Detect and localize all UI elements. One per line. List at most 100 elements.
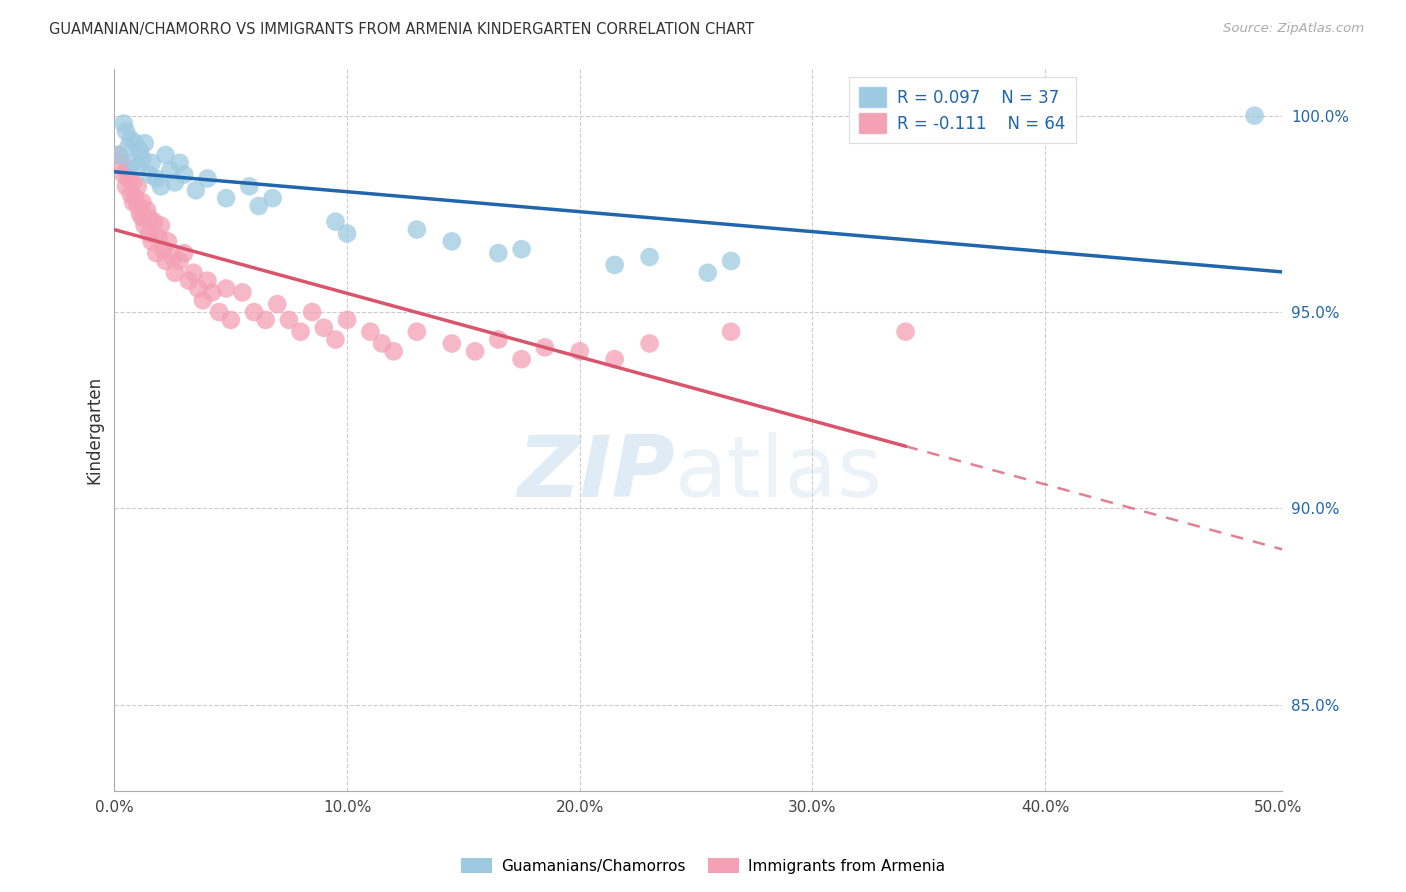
Point: [603, 258, 626, 272]
Point: [134, 136, 156, 150]
Point: [191, 293, 214, 308]
Point: [382, 344, 405, 359]
Point: [440, 336, 463, 351]
Point: [115, 163, 138, 178]
Point: [138, 227, 160, 241]
Point: [440, 235, 463, 249]
Point: [117, 171, 139, 186]
Point: [266, 297, 288, 311]
Point: [173, 168, 195, 182]
Point: [148, 230, 170, 244]
Point: [277, 313, 299, 327]
Text: ZIP: ZIP: [517, 432, 675, 515]
Point: [486, 246, 509, 260]
Point: [117, 140, 139, 154]
Point: [152, 242, 174, 256]
Point: [145, 246, 167, 260]
Point: [155, 254, 177, 268]
Point: [138, 211, 160, 225]
Point: [110, 155, 132, 169]
Text: atlas: atlas: [675, 432, 883, 515]
Point: [197, 171, 219, 186]
Point: [138, 168, 160, 182]
Point: [336, 313, 359, 327]
Point: [510, 242, 533, 256]
Point: [534, 340, 557, 354]
Point: [201, 285, 224, 300]
Point: [464, 344, 486, 359]
Point: [122, 176, 145, 190]
Point: [162, 250, 184, 264]
Legend: Guamanians/Chamorros, Immigrants from Armenia: Guamanians/Chamorros, Immigrants from Ar…: [456, 852, 950, 880]
Point: [486, 333, 509, 347]
Y-axis label: Kindergarten: Kindergarten: [86, 376, 103, 484]
Point: [108, 148, 131, 162]
Point: [155, 148, 177, 162]
Point: [336, 227, 359, 241]
Point: [129, 207, 152, 221]
Point: [127, 160, 149, 174]
Point: [145, 171, 167, 186]
Point: [208, 305, 231, 319]
Text: Source: ZipAtlas.com: Source: ZipAtlas.com: [1223, 22, 1364, 36]
Point: [115, 179, 138, 194]
Point: [187, 281, 209, 295]
Point: [510, 352, 533, 367]
Point: [159, 163, 181, 178]
Point: [112, 168, 135, 182]
Point: [149, 219, 172, 233]
Point: [141, 235, 163, 249]
Point: [127, 199, 149, 213]
Point: [184, 183, 207, 197]
Point: [173, 246, 195, 260]
Point: [312, 320, 335, 334]
Point: [238, 179, 260, 194]
Point: [131, 195, 153, 210]
Point: [127, 179, 149, 194]
Point: [359, 325, 381, 339]
Point: [136, 202, 159, 217]
Point: [120, 187, 142, 202]
Point: [149, 179, 172, 194]
Point: [894, 325, 917, 339]
Point: [262, 191, 284, 205]
Point: [163, 266, 186, 280]
Point: [371, 336, 394, 351]
Point: [603, 352, 626, 367]
Point: [301, 305, 323, 319]
Point: [568, 344, 591, 359]
Point: [124, 191, 146, 205]
Point: [131, 211, 153, 225]
Point: [169, 254, 191, 268]
Point: [156, 235, 179, 249]
Point: [215, 281, 238, 295]
Point: [108, 148, 131, 162]
Point: [124, 136, 146, 150]
Point: [243, 305, 266, 319]
Point: [720, 325, 742, 339]
Point: [183, 266, 205, 280]
Point: [638, 336, 661, 351]
Point: [290, 325, 312, 339]
Point: [325, 215, 347, 229]
Point: [406, 222, 429, 236]
Point: [254, 313, 277, 327]
Point: [720, 254, 742, 268]
Point: [120, 132, 142, 146]
Point: [131, 152, 153, 166]
Legend: R = 0.097    N = 37, R = -0.111    N = 64: R = 0.097 N = 37, R = -0.111 N = 64: [849, 77, 1076, 144]
Point: [219, 313, 242, 327]
Point: [129, 144, 152, 158]
Text: GUAMANIAN/CHAMORRO VS IMMIGRANTS FROM ARMENIA KINDERGARTEN CORRELATION CHART: GUAMANIAN/CHAMORRO VS IMMIGRANTS FROM AR…: [49, 22, 755, 37]
Point: [638, 250, 661, 264]
Point: [231, 285, 253, 300]
Point: [197, 274, 219, 288]
Point: [122, 155, 145, 169]
Point: [215, 191, 238, 205]
Point: [122, 195, 145, 210]
Point: [406, 325, 429, 339]
Point: [143, 215, 166, 229]
Point: [163, 176, 186, 190]
Point: [115, 124, 138, 138]
Point: [134, 219, 156, 233]
